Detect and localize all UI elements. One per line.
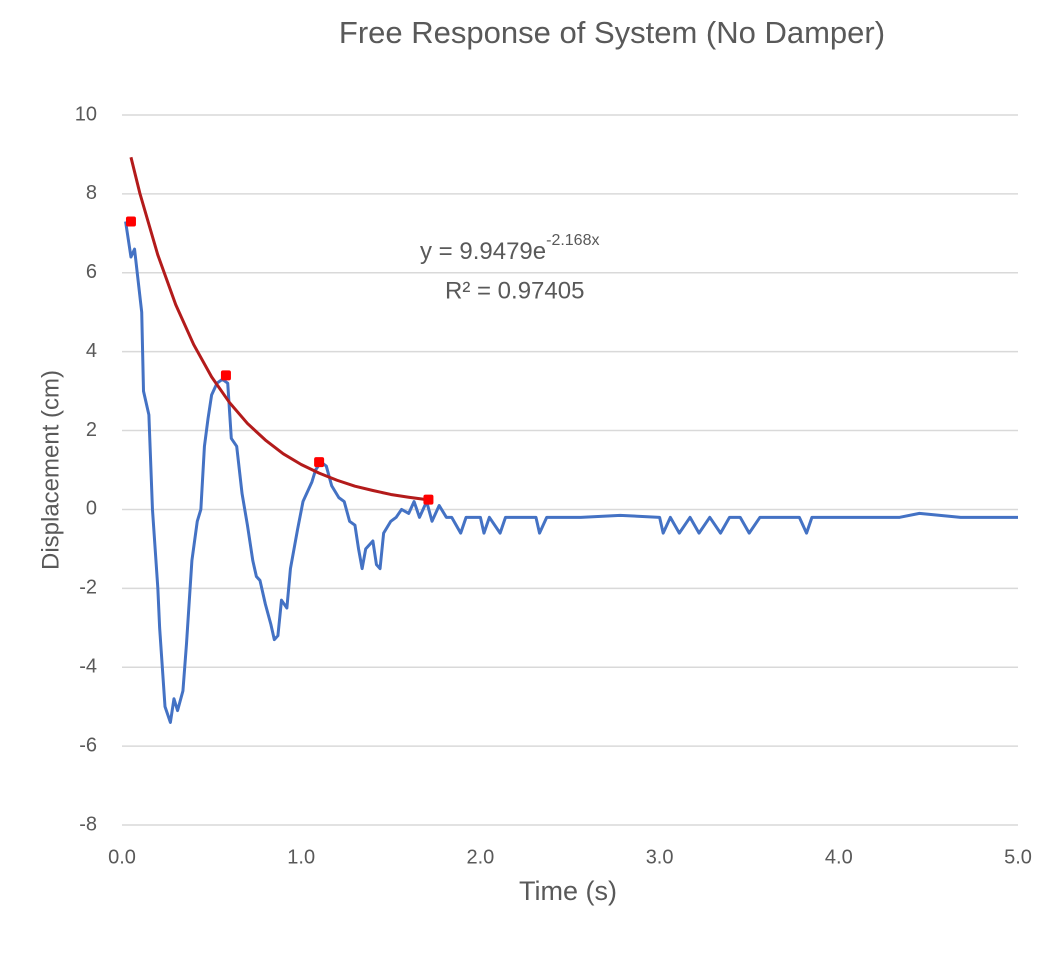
y-axis-label: Displacement (cm): [37, 370, 64, 570]
point-marker: [423, 494, 434, 505]
r-squared: R² = 0.97405: [445, 277, 584, 304]
equation-exponent: -2.168x: [546, 232, 599, 249]
chart-title: Free Response of System (No Damper): [339, 15, 885, 50]
point-marker: [314, 457, 325, 468]
equation: y = 9.9479e-2.168x: [420, 232, 599, 265]
x-tick-label: 0.0: [108, 846, 136, 868]
point-marker: [125, 216, 136, 227]
y-tick-label: 2: [86, 419, 97, 441]
y-tick-label: 8: [86, 182, 97, 204]
x-tick-label: 2.0: [466, 846, 494, 868]
y-tick-label: 10: [75, 103, 97, 125]
series-line: [129, 156, 427, 502]
y-tick-label: -8: [79, 813, 97, 835]
y-tick-label: -4: [79, 656, 97, 678]
x-tick-label: 1.0: [287, 846, 315, 868]
y-tick-label: -6: [79, 734, 97, 756]
x-tick-label: 4.0: [825, 846, 853, 868]
y-tick-label: 4: [86, 340, 97, 362]
y-tick-label: 6: [86, 261, 97, 283]
x-tick-label: 5.0: [1004, 846, 1032, 868]
y-tick-label: -2: [79, 577, 97, 599]
x-tick-label: 3.0: [646, 846, 674, 868]
point-marker: [220, 370, 231, 381]
series-line: [124, 221, 1018, 724]
grid: [122, 114, 1018, 826]
y-tick-label: 0: [86, 498, 97, 520]
plot: [124, 156, 1018, 724]
x-axis-label: Time (s): [519, 876, 617, 906]
equation-text: y = 9.9479e: [420, 238, 546, 265]
